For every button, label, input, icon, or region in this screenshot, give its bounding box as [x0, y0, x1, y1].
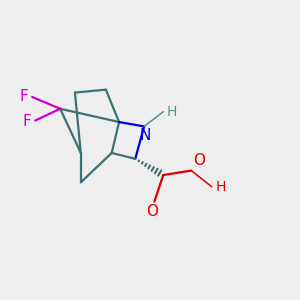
Text: F: F	[23, 114, 32, 129]
Text: F: F	[20, 88, 29, 104]
Text: H: H	[167, 105, 177, 119]
Text: O: O	[194, 153, 206, 168]
Text: H: H	[215, 180, 226, 194]
Text: N: N	[139, 128, 150, 143]
Text: O: O	[146, 204, 158, 219]
